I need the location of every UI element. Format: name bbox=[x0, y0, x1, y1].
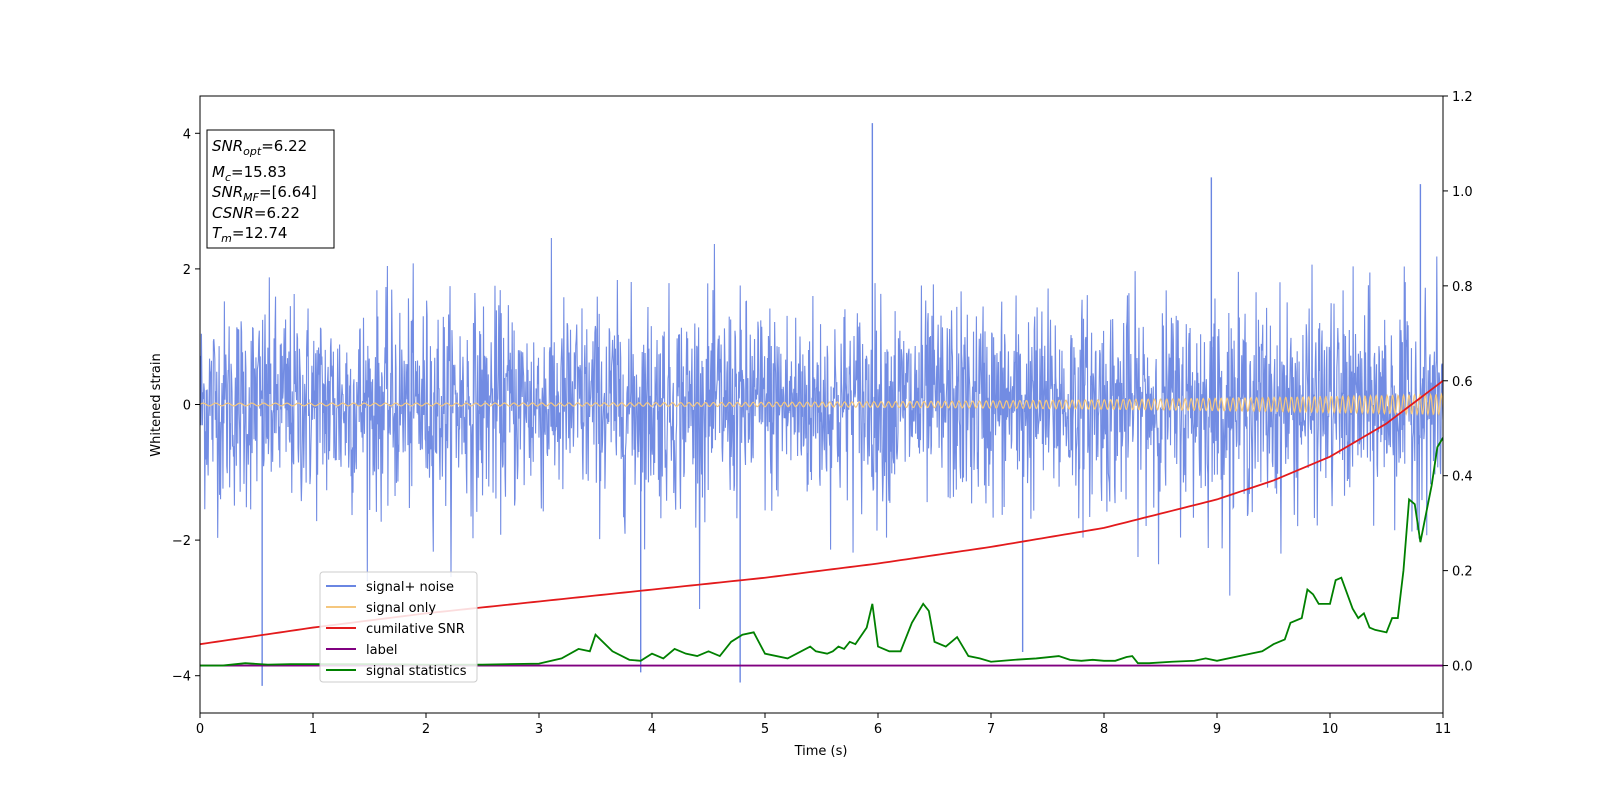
x-tick-label: 4 bbox=[648, 722, 656, 737]
info-line-mc: Mc=15.83 bbox=[212, 163, 287, 184]
x-tick-label: 5 bbox=[761, 722, 769, 737]
x-tick-label: 9 bbox=[1213, 722, 1221, 737]
right-y-tick-label: 1.0 bbox=[1452, 185, 1473, 200]
info-box-lines: SNRopt=6.22 Mc=15.83SNRMF=[6.64]CSNR=6.22… bbox=[212, 137, 317, 245]
left-y-tick-label: 0 bbox=[183, 399, 191, 414]
info-line-snrmf: SNRMF=[6.64] bbox=[212, 183, 317, 204]
left-y-tick-label: −2 bbox=[172, 534, 191, 549]
x-tick-label: 11 bbox=[1435, 722, 1452, 737]
legend-label-signal-only: signal only bbox=[366, 601, 436, 616]
x-tick-label: 0 bbox=[196, 722, 204, 737]
left-y-tick-label: −4 bbox=[172, 670, 191, 685]
x-tick-label: 8 bbox=[1100, 722, 1108, 737]
right-y-axis-ticks: 0.0 0.2 0.4 0.6 0.8 1.0 1.2 bbox=[1443, 90, 1473, 675]
left-y-tick-label: 4 bbox=[183, 127, 191, 142]
x-tick-label: 6 bbox=[874, 722, 882, 737]
right-y-tick-label: 0.2 bbox=[1452, 565, 1473, 580]
x-tick-label: 3 bbox=[535, 722, 543, 737]
x-tick-label: 2 bbox=[422, 722, 430, 737]
info-box-frame bbox=[206, 129, 335, 249]
x-axis-title: Time (s) bbox=[794, 744, 848, 759]
legend-label-signal-statistics: signal statistics bbox=[366, 664, 467, 679]
left-y-axis-ticks: −4 −2 0 2 4 bbox=[172, 127, 200, 685]
info-box: SNRopt=6.22 Mc=15.83SNRMF=[6.64]CSNR=6.22… bbox=[206, 129, 335, 249]
info-line-tm: Tm=12.74 bbox=[212, 224, 287, 245]
x-tick-label: 7 bbox=[987, 722, 995, 737]
series-signal-statistics-line bbox=[200, 437, 1443, 667]
right-y-tick-label: 0.8 bbox=[1452, 280, 1473, 295]
right-y-tick-label: 0.0 bbox=[1452, 660, 1473, 675]
series-signal-only-line bbox=[200, 392, 1443, 417]
info-line-csnr: CSNR=6.22 bbox=[212, 204, 300, 222]
y-axis-title: Whitened strain bbox=[149, 353, 164, 456]
x-axis-ticks: 0 1 2 3 4 5 6 7 8 9 10 11 bbox=[196, 713, 1451, 737]
right-y-tick-label: 0.6 bbox=[1452, 375, 1473, 390]
legend-label-label: label bbox=[366, 643, 397, 658]
legend-frame bbox=[319, 571, 478, 683]
x-tick-label: 10 bbox=[1322, 722, 1339, 737]
series-signal-noise-line bbox=[200, 237, 1443, 610]
right-y-tick-label: 1.2 bbox=[1452, 90, 1473, 105]
legend: signal+ noise signal only cumilative SNR la… bbox=[319, 571, 478, 683]
legend-label-cumilative-snr: cumilative SNR bbox=[366, 622, 465, 637]
legend-label-signal-noise: signal+ noise bbox=[366, 580, 454, 595]
info-line-snropt: SNRopt=6.22 bbox=[212, 137, 307, 158]
left-y-tick-label: 2 bbox=[183, 263, 191, 278]
x-tick-label: 1 bbox=[309, 722, 317, 737]
legend-items: signal+ noise signal only cumilative SNR la… bbox=[326, 580, 467, 679]
right-y-tick-label: 0.4 bbox=[1452, 470, 1473, 485]
